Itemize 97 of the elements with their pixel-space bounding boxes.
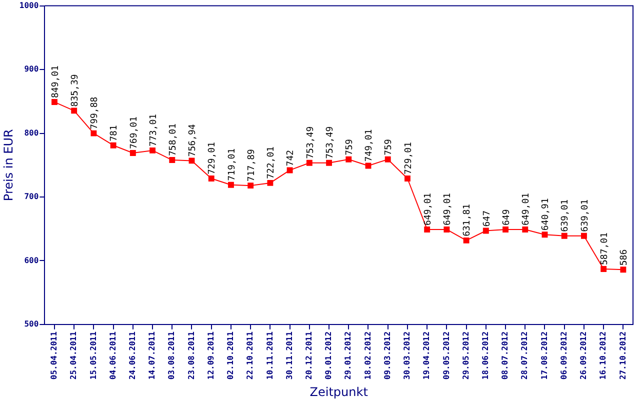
point xyxy=(404,176,410,182)
x-tick-label: 17.08.2012 xyxy=(540,331,549,380)
point xyxy=(150,147,156,154)
x-tick-label: 20.12.2011 xyxy=(304,331,314,380)
point xyxy=(188,158,195,164)
data-label: 753,49 xyxy=(306,126,316,159)
point xyxy=(482,228,489,234)
point xyxy=(71,108,78,114)
x-tick-label: 27.10.2012 xyxy=(618,331,628,380)
point xyxy=(580,232,587,239)
point xyxy=(306,160,312,166)
data-label: 729,01 xyxy=(208,142,218,174)
point xyxy=(326,160,332,166)
data-label: 649,01 xyxy=(443,192,454,226)
x-tick-label: 22.10.2011 xyxy=(246,331,255,380)
point xyxy=(169,157,176,163)
x-tick-label: 09.01.2012 xyxy=(324,331,334,380)
y-tick-label: 500 xyxy=(24,320,39,329)
data-label: 773,01 xyxy=(148,114,159,146)
point xyxy=(130,150,136,156)
point xyxy=(286,167,293,174)
point xyxy=(522,226,528,232)
point xyxy=(502,226,509,232)
point xyxy=(51,99,58,105)
x-tick-label: 16.10.2012 xyxy=(598,331,608,380)
data-label: 649,01 xyxy=(521,192,532,226)
y-tick-label: 900 xyxy=(24,64,39,74)
x-tick-label: 09.03.2012 xyxy=(382,331,392,380)
x-tick-label: 18.06.2012 xyxy=(480,331,490,380)
data-label: 758,01 xyxy=(168,124,178,156)
point xyxy=(620,266,626,273)
data-label: 586 xyxy=(620,249,630,266)
data-label: 722,01 xyxy=(266,146,277,179)
x-tick-label: 06.09.2012 xyxy=(559,331,568,380)
x-tick-label: 24.06.2011 xyxy=(128,331,137,380)
data-label: 753,49 xyxy=(325,126,336,159)
point xyxy=(267,180,274,186)
x-tick-label: 15.05.2011 xyxy=(88,331,98,380)
x-tick-label: 25.04.2011 xyxy=(69,331,78,380)
y-tick-label: 600 xyxy=(24,256,39,265)
x-tick-label: 30.11.2011 xyxy=(284,331,294,380)
data-label: 781 xyxy=(110,125,120,142)
data-label: 639,01 xyxy=(560,199,571,232)
point xyxy=(346,156,352,162)
point xyxy=(110,142,116,148)
data-label: 759 xyxy=(344,139,355,156)
x-tick-label: 14.07.2011 xyxy=(148,331,157,380)
data-label: 639,01 xyxy=(580,199,590,232)
point xyxy=(248,182,254,189)
point xyxy=(542,232,548,238)
data-label: 649,01 xyxy=(423,192,434,226)
x-tick-label: 18.02.2012 xyxy=(363,331,372,380)
point xyxy=(424,226,430,232)
x-tick-label: 08.07.2012 xyxy=(500,331,510,380)
data-label: 729,01 xyxy=(404,142,414,174)
point xyxy=(561,232,568,239)
x-tick-label: 09.05.2012 xyxy=(442,331,451,380)
point xyxy=(463,237,470,244)
y-tick-label: 1000 xyxy=(19,0,39,10)
x-tick-label: 26.09.2012 xyxy=(579,331,588,380)
data-label: 640,91 xyxy=(541,198,552,231)
x-tick-label: 29.01.2012 xyxy=(344,331,353,380)
data-label: 719,01 xyxy=(227,148,238,181)
data-label: 749,01 xyxy=(364,129,375,162)
x-tick-label: 23.08.2011 xyxy=(186,331,196,380)
x-tick-label: 19.04.2012 xyxy=(422,331,432,380)
x-tick-label: 28.07.2012 xyxy=(520,331,530,380)
data-label: 849,01 xyxy=(50,66,61,98)
data-label: 742 xyxy=(286,150,296,166)
data-label: 769,01 xyxy=(129,116,140,150)
point xyxy=(444,226,450,232)
data-label: 759 xyxy=(384,139,394,156)
data-label: 631,81 xyxy=(462,204,473,236)
data-label: 799,88 xyxy=(90,96,100,130)
y-axis-title: Preis in EUR xyxy=(1,129,16,202)
point xyxy=(228,182,234,188)
data-label: 717,89 xyxy=(246,149,257,182)
point xyxy=(90,130,97,136)
x-tick-label: 02.10.2011 xyxy=(226,331,236,380)
x-tick-label: 30.03.2012 xyxy=(402,331,412,380)
y-tick-label: 700 xyxy=(24,192,39,202)
y-tick-label: 800 xyxy=(24,128,39,138)
x-tick-label: 04.06.2011 xyxy=(108,331,118,380)
data-label: 649 xyxy=(502,209,512,226)
x-tick-label: 29.05.2012 xyxy=(461,331,470,380)
data-label: 756,94 xyxy=(188,124,198,157)
x-tick-label: 10.11.2011 xyxy=(265,331,274,380)
point xyxy=(600,266,607,272)
point xyxy=(208,176,214,182)
x-tick-label: 12.09.2011 xyxy=(206,331,216,380)
x-tick-label: 03.08.2011 xyxy=(167,331,176,380)
point xyxy=(384,156,391,162)
data-label: 835,39 xyxy=(70,74,80,107)
data-label: 587,01 xyxy=(600,232,610,265)
data-label: 647 xyxy=(482,210,492,227)
x-axis-title: Zeitpunkt xyxy=(310,384,368,399)
x-tick-label: 05.04.2011 xyxy=(50,331,59,380)
